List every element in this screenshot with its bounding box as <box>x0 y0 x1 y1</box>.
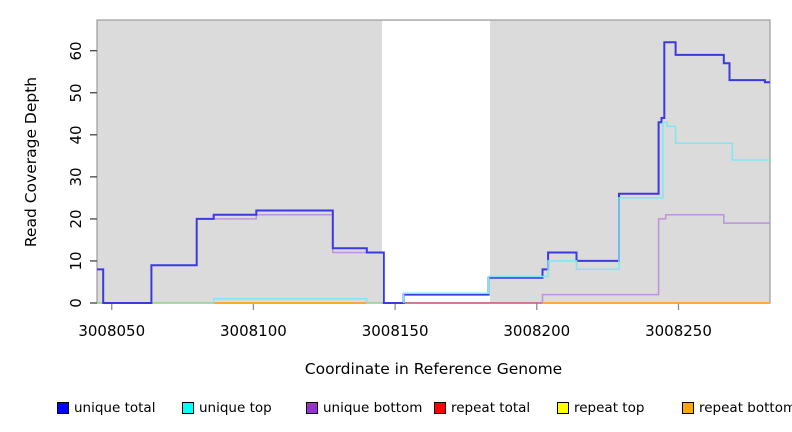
y-tick-label-1: 10 <box>67 251 85 271</box>
legend-swatch-repeat-bottom-icon <box>682 402 694 414</box>
y-axis-title: Read Coverage Depth <box>22 76 40 247</box>
legend-label-repeat-top: repeat top <box>574 400 645 416</box>
legend-label-unique-top: unique top <box>199 400 272 416</box>
legend-label-unique-total: unique total <box>74 400 156 416</box>
y-tick-label-2: 20 <box>67 209 85 229</box>
y-tick-label-5: 50 <box>67 83 85 103</box>
legend-swatch-unique-bottom-icon <box>306 402 318 414</box>
legend-label-unique-bottom: unique bottom <box>323 400 423 416</box>
series-unique-top-line-1 <box>402 121 770 303</box>
series-unique-bottom-line-0 <box>213 213 367 254</box>
legend-label-repeat-bottom: repeat bottom <box>699 400 792 416</box>
y-tick-label-4: 40 <box>67 125 85 145</box>
highlight-region <box>382 20 491 303</box>
y-tick-label-6: 60 <box>67 41 85 61</box>
x-tick-label-1: 3008100 <box>220 322 287 340</box>
x-tick-label-0: 3008050 <box>78 322 146 340</box>
x-tick-label-3: 3008200 <box>503 322 571 340</box>
x-tick-label-4: 3008250 <box>645 322 712 340</box>
legend-swatch-repeat-top-icon <box>557 402 569 414</box>
x-tick-label-2: 3008150 <box>361 322 429 340</box>
series-unique-top-line-0 <box>212 298 368 303</box>
x-axis-title: Coordinate in Reference Genome <box>304 360 563 378</box>
legend-label-repeat-total: repeat total <box>451 400 531 416</box>
y-tick-label-0: 0 <box>67 298 85 308</box>
legend-swatch-unique-top-icon <box>182 402 194 414</box>
series-unique-bottom-line-1 <box>541 213 770 303</box>
series-unique-total-line-0 <box>97 41 770 304</box>
y-tick-label-3: 30 <box>67 167 85 187</box>
legend-swatch-unique-total-icon <box>57 402 69 414</box>
legend-swatch-repeat-total-icon <box>434 402 446 414</box>
